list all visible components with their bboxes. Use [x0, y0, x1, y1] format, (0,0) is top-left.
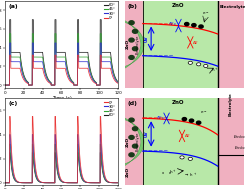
Circle shape	[188, 61, 193, 64]
Text: Electrolyte: Electrolyte	[136, 35, 140, 54]
Text: Electrolyte: Electrolyte	[229, 92, 233, 116]
Circle shape	[133, 29, 138, 33]
Text: UV: UV	[144, 36, 148, 42]
Polygon shape	[125, 26, 140, 63]
Legend: 60°, 45°, 30°, 0°: 60°, 45°, 30°, 0°	[104, 3, 116, 20]
Text: ZnO: ZnO	[172, 100, 185, 105]
Bar	[218, 98, 244, 185]
Circle shape	[133, 47, 138, 51]
Circle shape	[129, 136, 134, 139]
Text: Electrolyte: Electrolyte	[220, 5, 245, 9]
Text: ZnO: ZnO	[172, 3, 185, 8]
Text: $\Delta E$: $\Delta E$	[184, 132, 191, 139]
Text: $\rightarrow$ h$^+$: $\rightarrow$ h$^+$	[184, 171, 197, 179]
Circle shape	[129, 153, 134, 157]
Circle shape	[133, 144, 138, 148]
Circle shape	[129, 21, 134, 25]
Text: $E_{redox}$: $E_{redox}$	[233, 134, 245, 141]
Text: Electrolyte: Electrolyte	[136, 132, 140, 151]
Text: $\Delta E_p$: $\Delta E_p$	[156, 114, 165, 123]
Circle shape	[196, 121, 201, 124]
Text: ZnO: ZnO	[126, 39, 130, 50]
Text: o    o: o o	[162, 171, 171, 175]
Text: (c): (c)	[8, 101, 18, 106]
Bar	[125, 1, 143, 88]
Text: $\Delta E$: $\Delta E$	[192, 39, 199, 46]
Circle shape	[199, 25, 203, 28]
Legend: 0°, 30°, 45°, 60°: 0°, 30°, 45°, 60°	[104, 100, 116, 118]
Text: $\Delta E_p$: $\Delta E_p$	[168, 20, 177, 29]
Text: ZnO: ZnO	[126, 137, 130, 147]
Text: (a): (a)	[8, 4, 18, 9]
Text: (b): (b)	[127, 4, 137, 9]
Polygon shape	[113, 113, 144, 170]
Text: $E_{redox}$: $E_{redox}$	[234, 145, 245, 152]
Circle shape	[185, 22, 189, 26]
Text: h$^+$: h$^+$	[169, 168, 176, 176]
Circle shape	[129, 118, 134, 122]
Bar	[125, 98, 143, 185]
Bar	[218, 1, 244, 88]
X-axis label: Time (s): Time (s)	[51, 96, 71, 101]
Text: e$^-$: e$^-$	[202, 11, 209, 17]
Circle shape	[196, 63, 201, 66]
Circle shape	[182, 118, 186, 121]
Bar	[143, 98, 244, 185]
Circle shape	[189, 119, 194, 122]
Circle shape	[180, 156, 184, 159]
Polygon shape	[125, 123, 140, 160]
Text: e$^-$: e$^-$	[200, 110, 207, 116]
Circle shape	[192, 24, 196, 27]
Text: (d): (d)	[127, 101, 137, 106]
Circle shape	[133, 127, 138, 131]
Circle shape	[204, 64, 208, 67]
Circle shape	[188, 157, 193, 160]
Polygon shape	[113, 16, 144, 73]
Circle shape	[129, 38, 134, 42]
Text: ZnO: ZnO	[126, 167, 130, 177]
Text: UV: UV	[144, 131, 148, 137]
Bar	[143, 1, 244, 88]
Circle shape	[129, 56, 134, 59]
Text: h$^+$: h$^+$	[210, 67, 218, 74]
